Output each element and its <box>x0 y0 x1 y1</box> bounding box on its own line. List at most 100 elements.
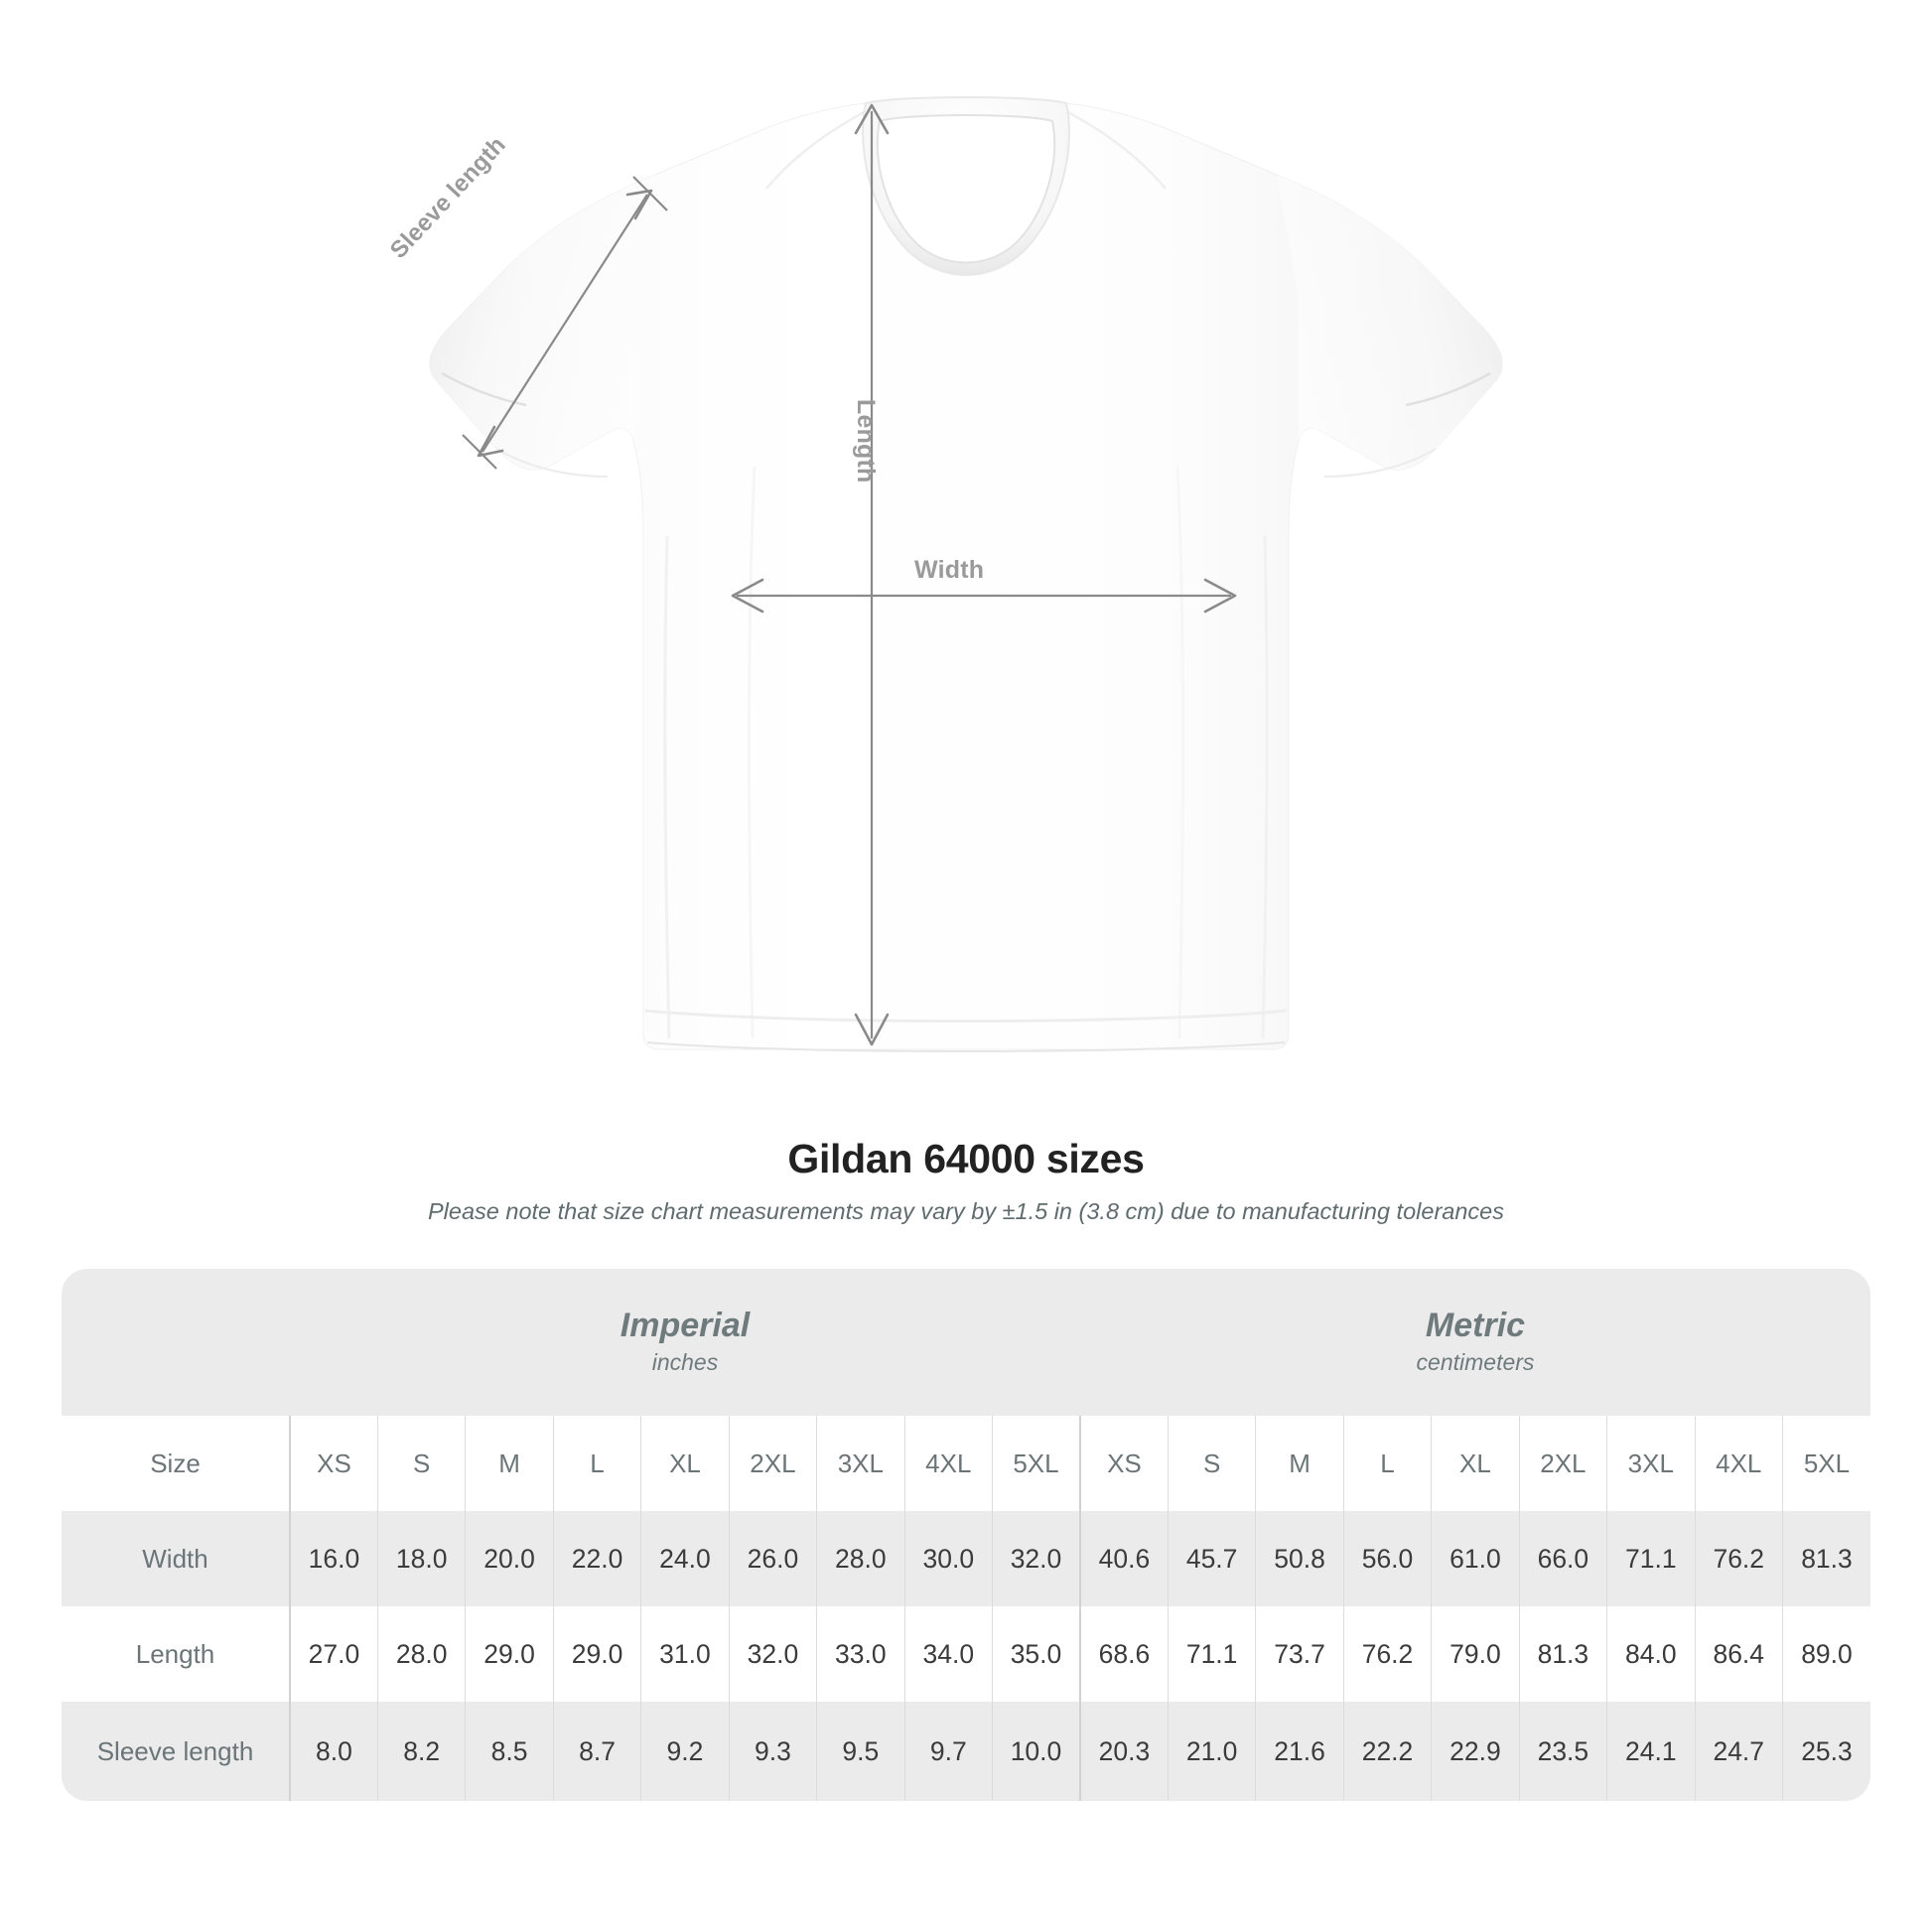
system-name: Metric <box>1425 1306 1526 1344</box>
width-guide <box>731 578 1237 614</box>
measurement-cell: 71.1 <box>1167 1606 1256 1702</box>
measurement-cell: 26.0 <box>728 1511 817 1606</box>
measurement-cell: 29.0 <box>465 1606 554 1702</box>
measurement-cell: 45.7 <box>1167 1511 1256 1606</box>
system-header-metric: Metric centimeters <box>1079 1269 1870 1416</box>
size-header-cell: 3XL <box>1606 1416 1696 1511</box>
measurement-cell: 61.0 <box>1431 1511 1520 1606</box>
measurement-cell: 30.0 <box>903 1511 993 1606</box>
measurement-cell: 28.0 <box>816 1511 905 1606</box>
table-row: Width 16.0 18.0 20.0 22.0 24.0 26.0 28.0 30.0 32.… <box>62 1511 1870 1606</box>
measurement-cell: 27.0 <box>288 1606 378 1702</box>
measurement-cell: 22.0 <box>552 1511 641 1606</box>
size-header-cell: S <box>1167 1416 1256 1511</box>
system-header-spacer <box>62 1269 290 1416</box>
measurement-cell: 9.3 <box>728 1702 817 1801</box>
measurement-cell: 23.5 <box>1518 1702 1607 1801</box>
size-header-cell: XL <box>640 1416 730 1511</box>
measurement-cell: 33.0 <box>816 1606 905 1702</box>
measurement-cell: 9.5 <box>816 1702 905 1801</box>
width-label: Width <box>914 556 985 584</box>
measurement-cell: 73.7 <box>1255 1606 1344 1702</box>
row-label-size: Size <box>62 1416 290 1511</box>
measurement-cell: 71.1 <box>1606 1511 1696 1606</box>
tshirt-illustration <box>429 96 1503 1052</box>
table-row: Length 27.0 28.0 29.0 29.0 31.0 32.0 33.0 34.0 35… <box>62 1606 1870 1702</box>
size-header-cell: XS <box>1078 1416 1169 1511</box>
measurement-cell: 22.9 <box>1431 1702 1520 1801</box>
measurement-cell: 8.5 <box>465 1702 554 1801</box>
measurement-cell: 8.0 <box>288 1702 378 1801</box>
sleeve-guide <box>462 176 668 470</box>
measurement-cell: 34.0 <box>903 1606 993 1702</box>
size-header-cell: L <box>1342 1416 1432 1511</box>
tolerance-note: Please note that size chart measurements… <box>428 1198 1504 1224</box>
measurement-cell: 24.1 <box>1606 1702 1696 1801</box>
measurement-cell: 81.3 <box>1781 1511 1870 1606</box>
measurement-cell: 28.0 <box>376 1606 466 1702</box>
measurement-cell: 22.2 <box>1342 1702 1432 1801</box>
measurement-cell: 20.3 <box>1078 1702 1169 1801</box>
size-header-cell: 5XL <box>1781 1416 1870 1511</box>
row-label-width: Width <box>62 1511 290 1606</box>
measurement-cell: 50.8 <box>1255 1511 1344 1606</box>
measurement-cell: 89.0 <box>1781 1606 1870 1702</box>
measurement-cell: 24.7 <box>1694 1702 1783 1801</box>
size-header-cell: M <box>465 1416 554 1511</box>
shirt-silhouette <box>429 96 1503 1052</box>
measurement-cell: 40.6 <box>1078 1511 1169 1606</box>
size-header-cell: L <box>552 1416 641 1511</box>
measurement-cell: 21.0 <box>1167 1702 1256 1801</box>
measurement-cell: 79.0 <box>1431 1606 1520 1702</box>
size-header-cell: 3XL <box>816 1416 905 1511</box>
measurement-cell: 86.4 <box>1694 1606 1783 1702</box>
measurement-cell: 76.2 <box>1694 1511 1783 1606</box>
system-name: Imperial <box>620 1306 751 1344</box>
measurement-cell: 18.0 <box>376 1511 466 1606</box>
measurement-cell: 35.0 <box>991 1606 1080 1702</box>
row-label-sleeve-length: Sleeve length <box>62 1702 290 1801</box>
measurement-cell: 20.0 <box>465 1511 554 1606</box>
size-header-row: Size XS S M L XL 2XL 3XL 4XL 5XL XS S M L XL 2XL 3XL 4XL 5… <box>62 1416 1870 1511</box>
size-header-cell: S <box>376 1416 466 1511</box>
size-header-cell: M <box>1255 1416 1344 1511</box>
size-header-cell: 2XL <box>1518 1416 1607 1511</box>
measurement-cell: 81.3 <box>1518 1606 1607 1702</box>
size-header-cell: 2XL <box>728 1416 817 1511</box>
measurement-cell: 25.3 <box>1781 1702 1870 1801</box>
measurement-cell: 24.0 <box>640 1511 730 1606</box>
measurement-cell: 29.0 <box>552 1606 641 1702</box>
measurement-cell: 9.7 <box>903 1702 993 1801</box>
system-unit: centimeters <box>1416 1349 1535 1376</box>
length-label: Length <box>852 399 880 483</box>
size-header-cell: XS <box>288 1416 378 1511</box>
size-header-cell: 4XL <box>1694 1416 1783 1511</box>
row-label-length: Length <box>62 1606 290 1702</box>
measurement-cell: 21.6 <box>1255 1702 1344 1801</box>
measurement-cell: 9.2 <box>640 1702 730 1801</box>
measurement-cell: 10.0 <box>991 1702 1080 1801</box>
system-header-imperial: Imperial inches <box>290 1269 1080 1416</box>
system-header-row: Imperial inches Metric centimeters <box>62 1269 1870 1416</box>
measurement-guides <box>462 103 1237 1046</box>
measurement-cell: 31.0 <box>640 1606 730 1702</box>
measurement-cell: 66.0 <box>1518 1511 1607 1606</box>
tshirt-diagram: Sleeve length Length Width <box>385 96 1503 1052</box>
measurement-cell: 8.2 <box>376 1702 466 1801</box>
measurement-cell: 84.0 <box>1606 1606 1696 1702</box>
system-unit: inches <box>651 1349 719 1376</box>
measurement-cell: 76.2 <box>1342 1606 1432 1702</box>
table-row: Sleeve length 8.0 8.2 8.5 8.7 9.2 9.3 9.5 9.7 10.… <box>62 1702 1870 1801</box>
size-header-cell: 5XL <box>991 1416 1080 1511</box>
size-header-cell: XL <box>1431 1416 1520 1511</box>
size-chart-table: Imperial inches Metric centimeters Size XS S M L… <box>62 1269 1870 1801</box>
size-chart-table-wrapper: Imperial inches Metric centimeters Size XS S M L… <box>62 1269 1870 1801</box>
measurement-cell: 16.0 <box>288 1511 378 1606</box>
size-header-cell: 4XL <box>903 1416 993 1511</box>
page-title: Gildan 64000 sizes <box>787 1136 1145 1181</box>
measurement-cell: 32.0 <box>991 1511 1080 1606</box>
measurement-cell: 8.7 <box>552 1702 641 1801</box>
measurement-cell: 32.0 <box>728 1606 817 1702</box>
measurement-cell: 56.0 <box>1342 1511 1432 1606</box>
measurement-cell: 68.6 <box>1078 1606 1169 1702</box>
